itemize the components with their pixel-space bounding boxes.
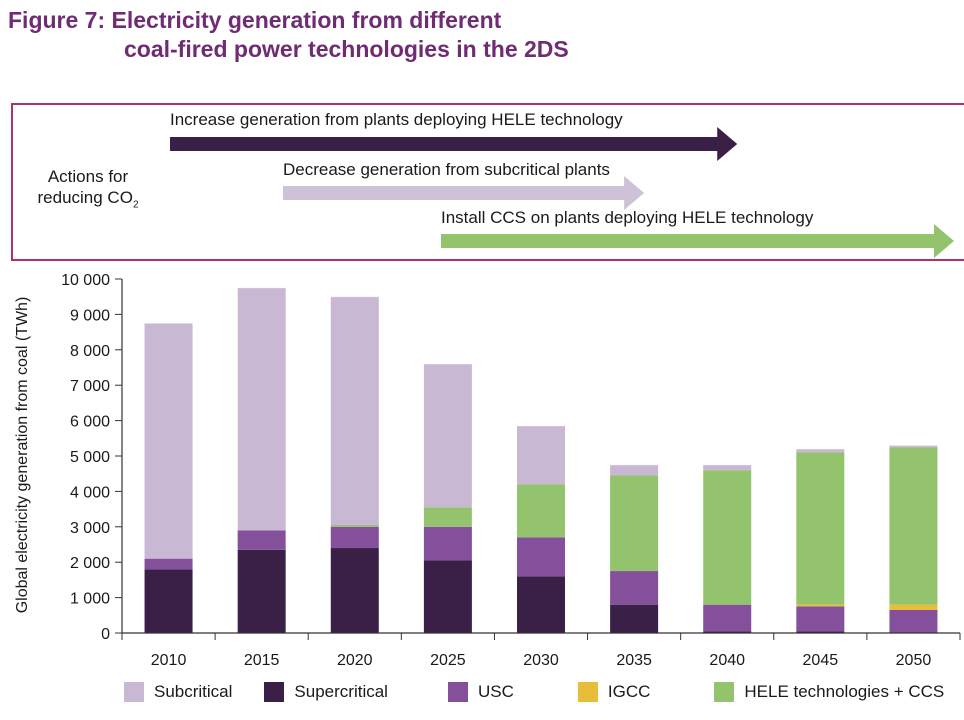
legend-item: USC — [447, 682, 514, 702]
bar-segment-supercritical — [330, 548, 379, 633]
bar-segment-subcritical — [144, 323, 193, 559]
bar-segment-usc — [889, 609, 938, 633]
legend-item: HELE technologies + CCS — [714, 682, 944, 702]
legend-label: USC — [477, 682, 514, 701]
bar-segment-subcritical — [703, 464, 752, 471]
arrow-hele — [170, 127, 738, 161]
bar-segment-subcritical — [889, 445, 938, 448]
arrows-layer — [170, 127, 954, 258]
legend-label: Supercritical — [294, 682, 388, 701]
y-tick-label: 9 000 — [70, 307, 110, 324]
bar-segment-subcritical — [517, 425, 565, 485]
legend-item: Supercritical — [264, 682, 388, 702]
bar-segment-hele-technologies-ccs — [796, 452, 845, 605]
bar-segment-supercritical — [423, 560, 472, 633]
bar-segment-subcritical — [796, 448, 845, 453]
y-tick-label: 0 — [101, 626, 110, 643]
bar-segment-usc — [517, 537, 565, 577]
x-tick-label: 2050 — [896, 652, 932, 669]
y-tick-label: 6 000 — [70, 414, 110, 431]
y-tick-label: 7 000 — [70, 378, 110, 395]
legend-item: Subcritical — [124, 682, 232, 702]
y-tick-label: 10 000 — [61, 272, 110, 289]
bar-segment-subcritical — [423, 363, 472, 508]
bars-layer — [144, 287, 938, 633]
bar-segment-hele-technologies-ccs — [889, 447, 938, 605]
bar-segment-usc — [796, 606, 845, 632]
bar-segment-supercritical — [703, 631, 752, 633]
legend-label: IGCC — [607, 682, 651, 701]
arrow-label-ccs: Install CCS on plants deploying HELE tec… — [441, 208, 814, 227]
bar-segment-igcc — [889, 604, 938, 610]
bar-segment-subcritical — [237, 287, 286, 531]
arrow-label-hele: Increase generation from plants deployin… — [170, 110, 623, 129]
bar-segment-supercritical — [796, 631, 845, 633]
bar-segment-hele-technologies-ccs — [517, 484, 565, 538]
legend-swatch — [577, 682, 598, 702]
legend-swatch — [264, 682, 285, 702]
actions-panel — [11, 103, 964, 261]
bar-segment-hele-technologies-ccs — [610, 475, 659, 572]
actions-label-line-1: Actions for — [47, 167, 129, 186]
x-tick-label: 2015 — [244, 652, 280, 669]
chart-title-line-1: Figure 7: Electricity generation from di… — [8, 7, 502, 33]
y-tick-label: 8 000 — [70, 343, 110, 360]
y-tick-label: 3 000 — [70, 520, 110, 537]
arrow-ccs — [441, 224, 954, 258]
actions-label-subscript: 2 — [132, 199, 139, 211]
bar-segment-supercritical — [517, 576, 565, 633]
x-tick-label: 2010 — [151, 652, 187, 669]
x-tick-label: 2040 — [709, 652, 745, 669]
bar-segment-usc — [144, 558, 193, 570]
legend-swatch — [714, 682, 735, 702]
y-axis-label: Global electricity generation from coal … — [14, 297, 31, 614]
legend-swatch — [447, 682, 468, 702]
axes-layer: 0 1 000 2 000 3 000 4 000 5 000 6 000 7 000 8 00… — [61, 272, 961, 669]
x-tick-label: 2045 — [803, 652, 839, 669]
legend-label: Subcritical — [154, 682, 233, 701]
x-tick-label: 2035 — [616, 652, 652, 669]
bar-segment-hele-technologies-ccs — [330, 525, 379, 527]
legend-label: HELE technologies + CCS — [744, 682, 945, 701]
arrow-label-subcritical: Decrease generation from subcritical pla… — [283, 160, 610, 179]
bar-segment-hele-technologies-ccs — [703, 470, 752, 605]
legend: Subcritical Supercritical USC IGCC HELE tech… — [124, 680, 944, 704]
bar-segment-supercritical — [610, 604, 659, 633]
legend-item: IGCC — [577, 682, 651, 702]
bar-segment-hele-technologies-ccs — [423, 507, 472, 527]
x-tick-label: 2020 — [337, 652, 373, 669]
bar-segment-subcritical — [330, 296, 379, 526]
chart-title: Figure 7: Electricity generation from di… — [8, 6, 569, 64]
bar-segment-igcc — [796, 604, 845, 607]
y-tick-label: 4 000 — [70, 484, 110, 501]
bar-segment-usc — [423, 526, 472, 561]
y-tick-label: 5 000 — [70, 449, 110, 466]
actions-label: Actions for reducing CO2 — [28, 166, 148, 215]
bar-segment-usc — [610, 571, 659, 605]
bar-segment-usc — [330, 526, 379, 549]
bar-segment-usc — [703, 604, 752, 632]
bar-segment-supercritical — [144, 569, 193, 633]
legend-swatch — [124, 682, 144, 702]
actions-label-line-2: reducing CO — [37, 188, 133, 207]
chart-title-line-2: coal-fired power technologies in the 2DS — [124, 36, 569, 62]
y-tick-label: 2 000 — [70, 555, 110, 572]
arrow-subcritical — [283, 176, 645, 210]
x-tick-label: 2025 — [430, 652, 466, 669]
x-tick-label: 2030 — [523, 652, 559, 669]
bar-segment-subcritical — [610, 464, 659, 476]
bar-segment-supercritical — [237, 549, 286, 633]
y-tick-label: 1 000 — [70, 591, 110, 608]
bar-segment-usc — [237, 530, 286, 550]
